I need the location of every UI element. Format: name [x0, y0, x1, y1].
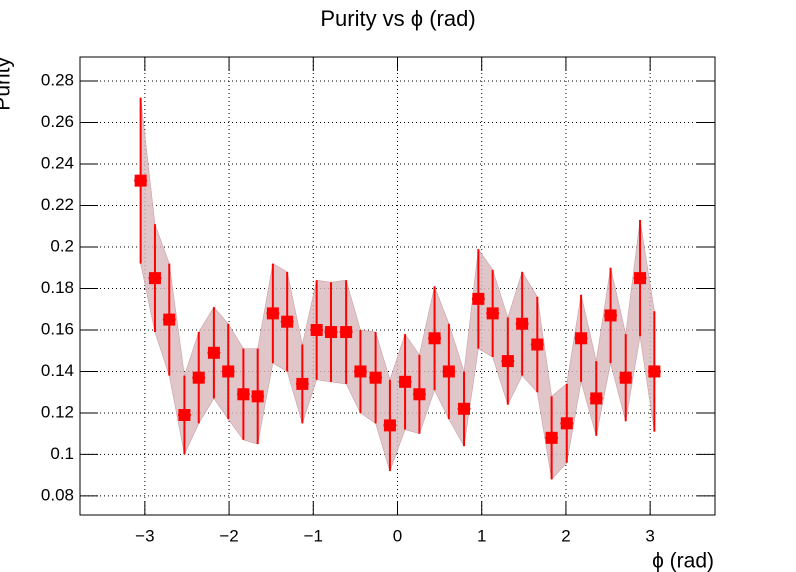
marker — [237, 388, 250, 401]
y-tick-label: 0.16 — [41, 319, 74, 338]
x-tick-label: 2 — [561, 526, 570, 545]
marker — [207, 346, 220, 359]
marker — [310, 323, 323, 336]
marker — [634, 272, 647, 285]
y-tick-label: 0.12 — [41, 402, 74, 421]
x-tick-label: 0 — [393, 526, 402, 545]
x-tick-label: −1 — [304, 526, 323, 545]
marker — [501, 355, 514, 368]
x-tick-label: −3 — [135, 526, 154, 545]
marker — [251, 390, 264, 403]
y-tick-label: 0.2 — [50, 236, 74, 255]
x-axis-label: ϕ (rad) — [652, 550, 714, 572]
marker — [340, 326, 353, 339]
marker — [148, 272, 161, 285]
marker — [486, 307, 499, 320]
marker — [619, 371, 632, 384]
y-axis-label: Purity — [0, 57, 15, 111]
y-tick-label: 0.24 — [41, 154, 74, 173]
y-tick-label: 0.22 — [41, 195, 74, 214]
marker — [545, 431, 558, 444]
x-tick-label: 3 — [645, 526, 654, 545]
marker — [575, 332, 588, 345]
error-band — [140, 97, 655, 480]
marker — [648, 365, 661, 378]
marker — [222, 365, 235, 378]
marker — [458, 402, 471, 415]
marker — [178, 409, 191, 422]
marker — [604, 309, 617, 322]
marker — [383, 419, 396, 432]
x-tick-label: −2 — [219, 526, 238, 545]
marker — [428, 332, 441, 345]
marker — [516, 317, 529, 330]
marker — [369, 371, 382, 384]
marker — [413, 388, 426, 401]
marker — [399, 375, 412, 388]
marker — [590, 392, 603, 405]
marker — [472, 292, 485, 305]
plot-frame — [79, 56, 716, 516]
marker — [560, 417, 573, 430]
marker — [134, 174, 147, 187]
y-tick-label: 0.14 — [41, 361, 74, 380]
marker — [354, 365, 367, 378]
y-tick-label: 0.26 — [41, 112, 74, 131]
marker — [266, 307, 279, 320]
y-tick-label: 0.28 — [41, 71, 74, 90]
y-tick-label: 0.08 — [41, 485, 74, 504]
x-tick-label: 1 — [477, 526, 486, 545]
marker — [281, 315, 294, 328]
chart-title: Purity vs ϕ (rad) — [320, 6, 475, 31]
marker — [163, 313, 176, 326]
marker — [324, 326, 337, 339]
marker — [531, 338, 544, 351]
marker — [442, 365, 455, 378]
marker — [192, 371, 205, 384]
y-tick-label: 0.18 — [41, 278, 74, 297]
y-tick-label: 0.1 — [50, 444, 74, 463]
marker — [296, 377, 309, 390]
